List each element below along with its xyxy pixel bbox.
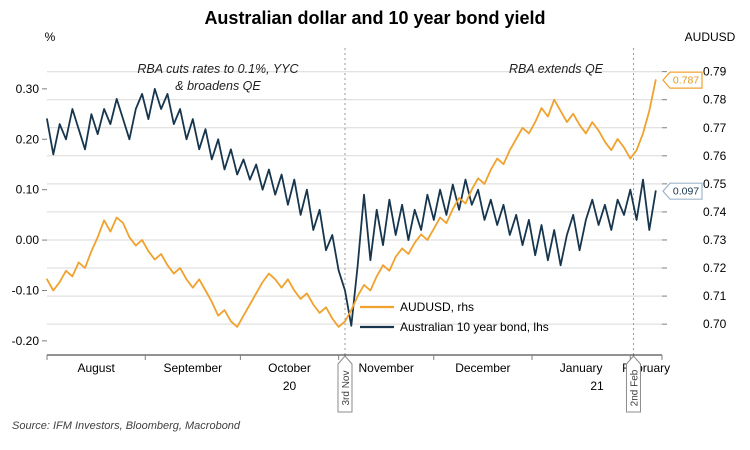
value-flag-label: 0.787 <box>673 75 699 87</box>
source-note: Source: IFM Investors, Bloomberg, Macrob… <box>12 420 241 432</box>
right-tick-label: 0.78 <box>703 93 727 107</box>
value-flag-label: 0.097 <box>673 186 699 198</box>
right-axis-unit: AUDUSD <box>685 30 736 44</box>
legend-audusd-label: AUDUSD, rhs <box>400 300 474 314</box>
right-tick-label: 0.79 <box>703 65 727 79</box>
event-flag <box>625 355 641 413</box>
year-label: 20 <box>283 379 297 393</box>
axes-group: 0.30 0.20 0.10 0.00 -0.10 -0.20 0.79 0.78 0.77 0.… <box>12 65 727 393</box>
left-axis-unit: % <box>45 30 56 44</box>
event-flag-label: 3rd Nov <box>341 370 352 405</box>
right-tick-label: 0.77 <box>703 121 727 135</box>
month-label: January <box>560 361 603 375</box>
right-tick-label: 0.76 <box>703 149 727 163</box>
event-flag-label: 2nd Feb <box>629 369 640 406</box>
right-tick-label: 0.71 <box>703 289 727 303</box>
right-tick-label: 0.74 <box>703 205 727 219</box>
right-tick-label: 0.70 <box>703 317 727 331</box>
month-label: November <box>359 361 414 375</box>
year-label: 21 <box>590 379 604 393</box>
left-tick-label: -0.10 <box>12 283 40 297</box>
month-label: August <box>77 361 115 375</box>
chart-title: Australian dollar and 10 year bond yield <box>204 8 546 28</box>
left-tick-label: 0.10 <box>16 183 40 197</box>
legend-bond-label: Australian 10 year bond, lhs <box>400 320 549 334</box>
right-tick-label: 0.75 <box>703 177 727 191</box>
value-flag <box>662 71 703 89</box>
month-label: December <box>455 361 510 375</box>
left-tick-label: 0.00 <box>16 233 40 247</box>
right-tick-label: 0.73 <box>703 233 727 247</box>
audusd-line <box>46 79 657 328</box>
annotation-rba-cuts-line2: & broadens QE <box>175 79 261 93</box>
left-tick-label: 0.20 <box>16 132 40 146</box>
annotation-rba-extends: RBA extends QE <box>509 62 604 76</box>
flags-group: 3rd Nov 2nd Feb 0.787 0.097 <box>337 71 703 413</box>
value-flag <box>662 182 703 200</box>
annotation-rba-cuts-line1: RBA cuts rates to 0.1%, YYC <box>137 62 299 76</box>
left-tick-label: 0.30 <box>16 82 40 96</box>
bond-line <box>46 88 657 327</box>
month-label: September <box>163 361 222 375</box>
gridlines-group <box>47 48 662 355</box>
event-flag <box>337 355 353 413</box>
month-label: October <box>268 361 311 375</box>
series-group <box>46 79 657 328</box>
left-tick-label: -0.20 <box>12 334 40 348</box>
right-tick-label: 0.72 <box>703 261 727 275</box>
